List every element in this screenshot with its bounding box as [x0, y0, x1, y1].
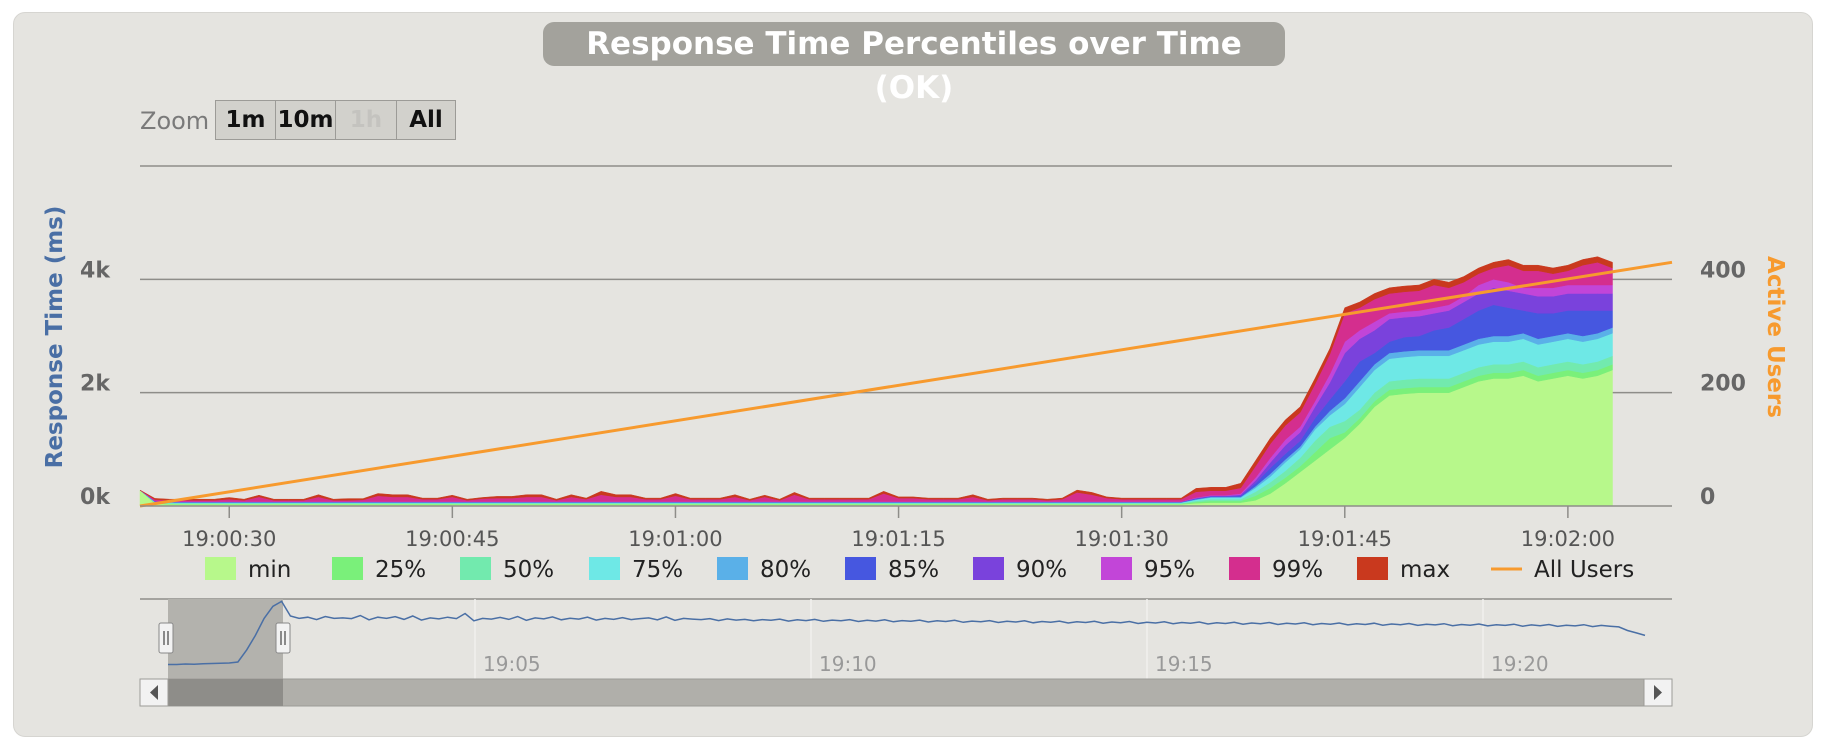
- x-tick-label: 19:01:45: [1298, 527, 1392, 551]
- legend: min 25% 50% 75% 80% 85% 90% 95% 99% max All Users: [205, 557, 1634, 583]
- navigator-grid: [474, 599, 1484, 679]
- legend-label[interactable]: 99%: [1272, 557, 1323, 583]
- legend-swatch-25pct[interactable]: [332, 557, 363, 580]
- legend-swatch-75pct[interactable]: [589, 557, 620, 580]
- zoom-10m-button[interactable]: 10m: [275, 100, 336, 140]
- zoom-1h-button: 1h: [335, 100, 397, 140]
- legend-label[interactable]: 25%: [375, 557, 426, 583]
- legend-swatch-85pct[interactable]: [845, 557, 876, 580]
- area-series-max: [139, 256, 1613, 501]
- navigator-x-axis: 19:05 19:10 19:15 19:20: [483, 652, 1549, 676]
- y-right-tick-label: 400: [1700, 258, 1746, 283]
- zoom-1m-button[interactable]: 1m: [215, 100, 276, 140]
- legend-label[interactable]: 95%: [1144, 557, 1195, 583]
- x-axis: 19:00:30 19:00:45 19:01:00 19:01:15 19:01:30…: [182, 506, 1615, 551]
- legend-label[interactable]: min: [248, 557, 291, 583]
- legend-swatch-50pct[interactable]: [460, 557, 491, 580]
- navigator-tick-label: 19:10: [819, 652, 877, 676]
- legend-label[interactable]: All Users: [1534, 557, 1634, 583]
- legend-swatch-min[interactable]: [205, 557, 236, 580]
- all-users-line: [139, 260, 1673, 508]
- x-tick-label: 19:01:15: [851, 527, 945, 551]
- y-axis-right-title: Active Users: [1762, 256, 1788, 418]
- legend-label[interactable]: max: [1400, 557, 1450, 583]
- y-left-tick-label: 0k: [80, 485, 111, 510]
- legend-swatch-max[interactable]: [1357, 557, 1388, 580]
- x-tick-label: 19:02:00: [1521, 527, 1615, 551]
- chevron-left-icon: [150, 685, 158, 700]
- navigator[interactable]: 19:05 19:10 19:15 19:20: [140, 598, 1672, 679]
- legend-swatch-80pct[interactable]: [717, 557, 748, 580]
- scrollbar-track[interactable]: [139, 678, 1673, 707]
- scrollbar-thumb[interactable]: [168, 679, 283, 706]
- plot-area: [139, 256, 1613, 507]
- x-tick-label: 19:00:45: [405, 527, 499, 551]
- y-left-tick-label: 2k: [80, 372, 111, 397]
- legend-label[interactable]: 75%: [632, 557, 683, 583]
- legend-label[interactable]: 50%: [503, 557, 554, 583]
- x-tick-label: 19:01:00: [628, 527, 722, 551]
- y-axis-left: 0k 2k 4k: [80, 258, 111, 510]
- legend-swatch-95pct[interactable]: [1101, 557, 1132, 580]
- scrollbar[interactable]: [139, 678, 1673, 707]
- navigator-tick-label: 19:15: [1155, 652, 1213, 676]
- zoom-all-button[interactable]: All: [396, 100, 456, 140]
- chart-title: Response Time Percentiles over Time (OK): [543, 22, 1285, 106]
- y-axis-right: 0 200 400: [1700, 258, 1746, 510]
- y-axis-left-title: Response Time (ms): [42, 206, 68, 469]
- zoom-label: Zoom: [140, 107, 210, 135]
- navigator-left-handle[interactable]: [158, 622, 174, 654]
- x-tick-label: 19:00:30: [182, 527, 276, 551]
- y-left-tick-label: 4k: [80, 258, 111, 283]
- x-tick-label: 19:01:30: [1075, 527, 1169, 551]
- legend-label[interactable]: 85%: [888, 557, 939, 583]
- navigator-right-handle[interactable]: [275, 622, 291, 654]
- users-line-layer: [139, 260, 1673, 508]
- legend-swatch-99pct[interactable]: [1229, 557, 1260, 580]
- navigator-tick-label: 19:20: [1491, 652, 1549, 676]
- navigator-series-line: [168, 600, 1646, 666]
- legend-swatch-90pct[interactable]: [973, 557, 1004, 580]
- y-right-tick-label: 200: [1700, 372, 1746, 397]
- navigator-selected-window[interactable]: [168, 599, 283, 679]
- navigator-tick-label: 19:05: [483, 652, 541, 676]
- chevron-right-icon: [1654, 685, 1662, 700]
- y-right-tick-label: 0: [1700, 485, 1715, 510]
- legend-label[interactable]: 80%: [760, 557, 811, 583]
- legend-label[interactable]: 90%: [1016, 557, 1067, 583]
